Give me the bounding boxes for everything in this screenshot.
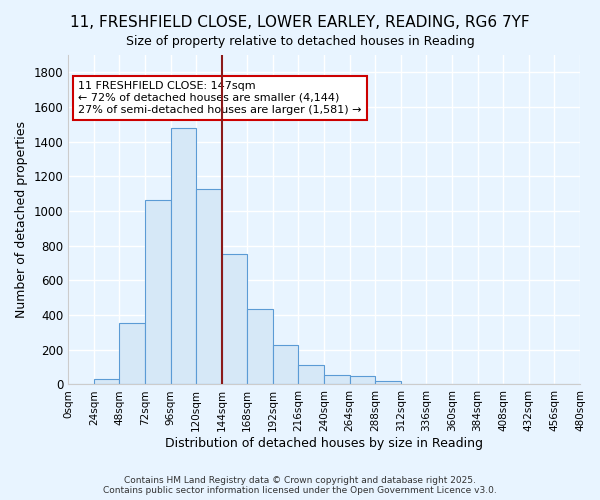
- Bar: [247, 309, 273, 384]
- Bar: [222, 254, 247, 384]
- Bar: [196, 188, 222, 384]
- X-axis label: Distribution of detached houses by size in Reading: Distribution of detached houses by size …: [165, 437, 483, 450]
- Text: 11, FRESHFIELD CLOSE, LOWER EARLEY, READING, RG6 7YF: 11, FRESHFIELD CLOSE, LOWER EARLEY, READ…: [70, 15, 530, 30]
- Bar: [273, 346, 298, 385]
- Bar: [119, 323, 145, 384]
- Bar: [170, 128, 196, 384]
- Bar: [375, 381, 401, 384]
- Text: Size of property relative to detached houses in Reading: Size of property relative to detached ho…: [125, 35, 475, 48]
- Bar: [324, 375, 350, 384]
- Text: 11 FRESHFIELD CLOSE: 147sqm
← 72% of detached houses are smaller (4,144)
27% of : 11 FRESHFIELD CLOSE: 147sqm ← 72% of det…: [79, 82, 362, 114]
- Bar: [350, 376, 375, 384]
- Bar: [94, 380, 119, 384]
- Bar: [298, 366, 324, 384]
- Text: Contains HM Land Registry data © Crown copyright and database right 2025.
Contai: Contains HM Land Registry data © Crown c…: [103, 476, 497, 495]
- Y-axis label: Number of detached properties: Number of detached properties: [15, 121, 28, 318]
- Bar: [145, 200, 170, 384]
